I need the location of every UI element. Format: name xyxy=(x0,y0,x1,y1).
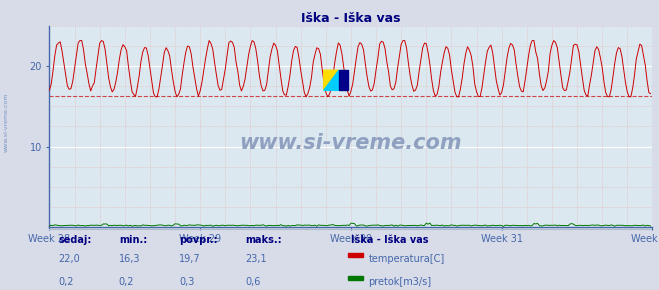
Bar xyxy=(348,253,363,257)
Bar xyxy=(348,276,363,280)
Text: 0,2: 0,2 xyxy=(119,277,134,287)
Polygon shape xyxy=(324,70,339,90)
Text: 22,0: 22,0 xyxy=(59,254,80,264)
Title: Iška - Iška vas: Iška - Iška vas xyxy=(301,12,401,25)
Text: 16,3: 16,3 xyxy=(119,254,140,264)
Text: pretok[m3/s]: pretok[m3/s] xyxy=(368,277,432,287)
Text: www.si-vreme.com: www.si-vreme.com xyxy=(4,92,9,152)
Text: povpr.:: povpr.: xyxy=(179,235,217,245)
Text: www.si-vreme.com: www.si-vreme.com xyxy=(240,133,462,153)
Text: maks.:: maks.: xyxy=(245,235,282,245)
Polygon shape xyxy=(324,70,339,90)
Text: 23,1: 23,1 xyxy=(245,254,267,264)
Bar xyxy=(339,70,348,90)
Text: Iška - Iška vas: Iška - Iška vas xyxy=(351,235,428,245)
Text: temperatura[C]: temperatura[C] xyxy=(368,254,445,264)
Text: 0,2: 0,2 xyxy=(59,277,74,287)
Text: min.:: min.: xyxy=(119,235,147,245)
Text: sedaj:: sedaj: xyxy=(59,235,92,245)
Text: 19,7: 19,7 xyxy=(179,254,201,264)
Text: 0,6: 0,6 xyxy=(245,277,261,287)
Text: 0,3: 0,3 xyxy=(179,277,194,287)
